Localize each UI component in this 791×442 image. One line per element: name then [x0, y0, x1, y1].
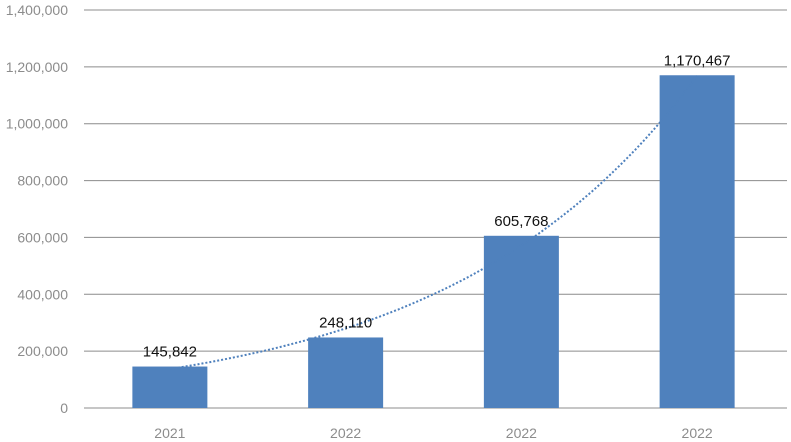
y-tick-label: 1,200,000: [6, 59, 68, 75]
y-tick-label: 600,000: [17, 229, 68, 245]
x-tick-label: 2022: [506, 425, 537, 441]
bar: [483, 235, 559, 408]
x-axis-tick-labels: 2021 2022 2022 2022: [154, 425, 713, 441]
data-label: 145,842: [143, 344, 197, 361]
y-axis-tick-labels: 0 200,000 400,000 600,000 800,000 1,000,000 1,…: [6, 2, 69, 416]
bar: [659, 75, 735, 408]
bars: [132, 75, 735, 408]
y-tick-label: 200,000: [17, 343, 68, 359]
data-label: 248,110: [319, 314, 372, 331]
trendline-path: [169, 75, 698, 370]
trendline: [169, 75, 698, 370]
data-label: 1,170,467: [664, 52, 731, 69]
y-tick-label: 1,000,000: [6, 116, 68, 132]
y-tick-label: 800,000: [17, 173, 68, 189]
x-tick-label: 2021: [154, 425, 185, 441]
x-tick-label: 2022: [330, 425, 361, 441]
bar: [132, 366, 208, 408]
y-tick-label: 1,400,000: [6, 2, 68, 18]
bar: [308, 337, 384, 408]
data-label: 605,768: [494, 213, 548, 230]
data-labels: 145,842 248,110 605,768 1,170,467: [143, 52, 731, 360]
y-tick-label: 400,000: [17, 286, 68, 302]
y-tick-label: 0: [60, 400, 68, 416]
x-tick-label: 2022: [682, 425, 713, 441]
